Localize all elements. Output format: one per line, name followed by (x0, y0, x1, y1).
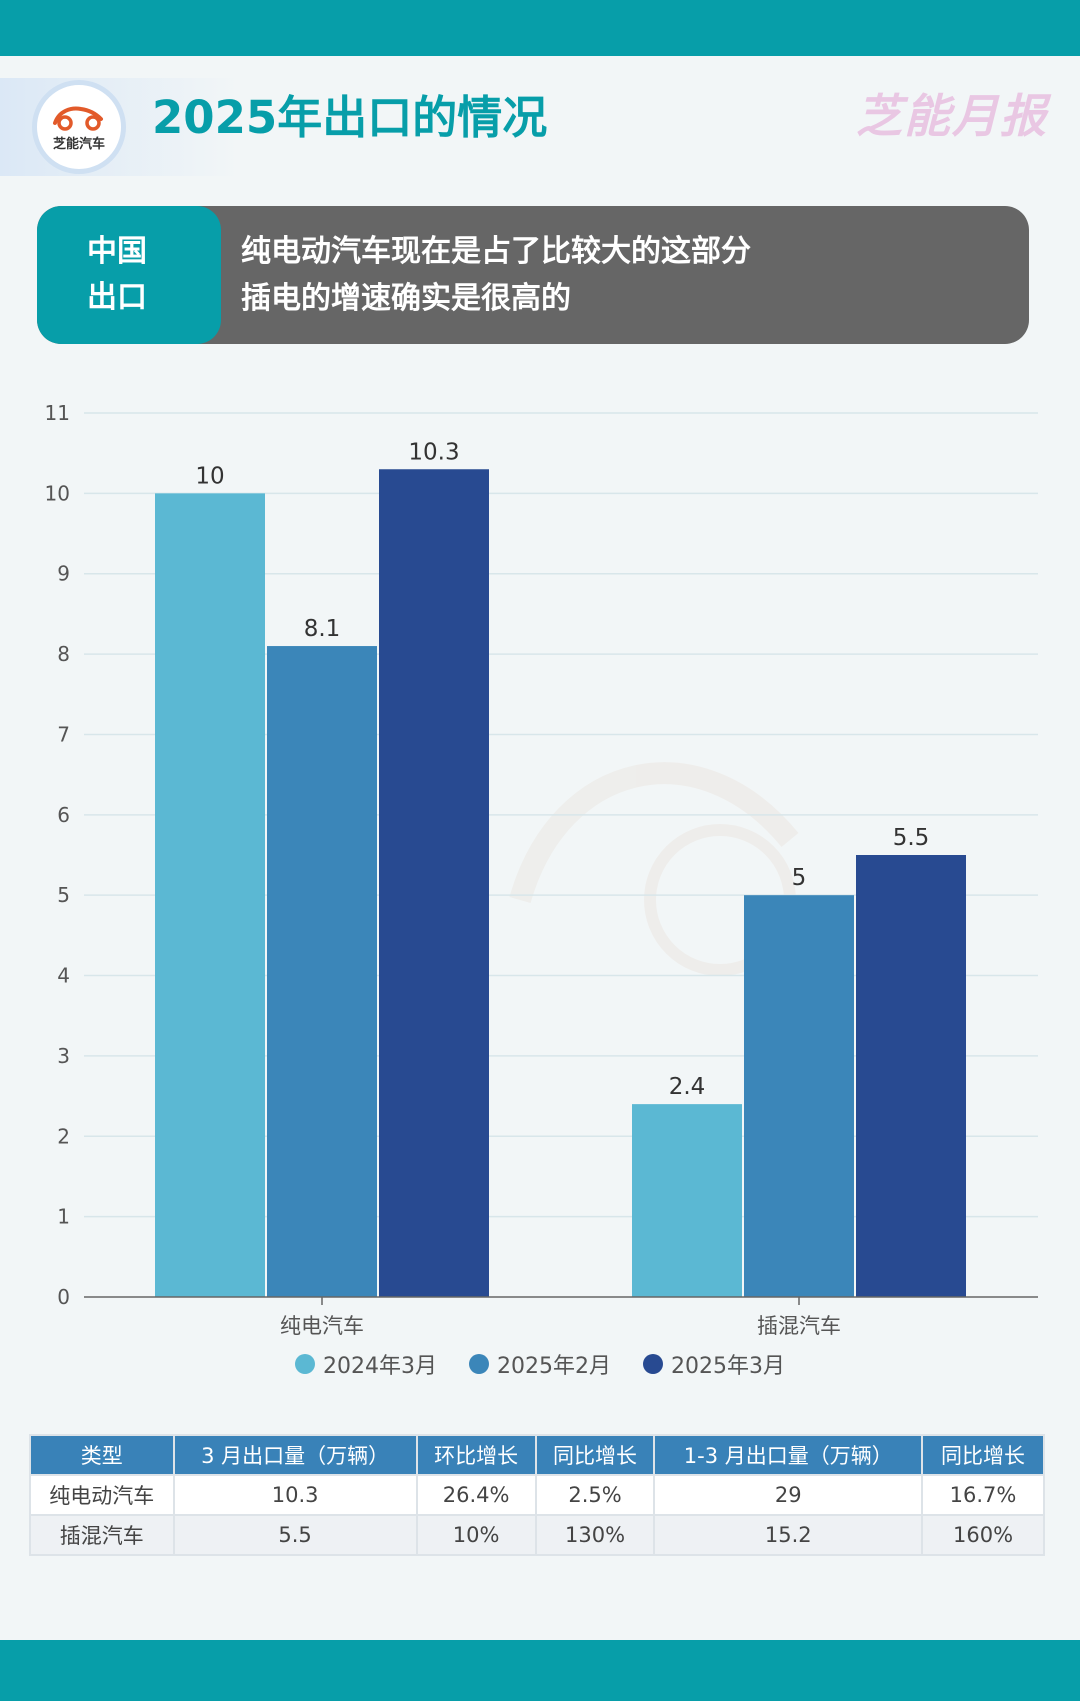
y-tick-label: 4 (57, 964, 70, 988)
table-cell: 130% (534, 1514, 656, 1556)
page-title: 2025年出口的情况 (152, 91, 548, 144)
bar-chart: 0 1 2 3 4 5 6 7 8 9 10 11 10 8.1 10.3 2.4 5 5.5 纯电汽车 插混汽车 (45, 401, 1038, 1338)
bar-value-label: 2.4 (669, 1074, 706, 1100)
table-cell: 纯电动汽车 (29, 1474, 175, 1516)
y-tick-label: 10 (45, 481, 70, 505)
table-header-cell: 3 月出口量（万辆） (172, 1434, 418, 1476)
legend-swatch (295, 1354, 315, 1374)
bottom-bar (0, 1640, 1080, 1701)
table-cell: 插混汽车 (29, 1514, 175, 1556)
table-header-cell: 同比增长 (534, 1434, 656, 1476)
legend-item: 2025年3月 (643, 1348, 785, 1380)
bar-value-label: 10 (195, 463, 224, 489)
table-cell: 16.7% (921, 1474, 1045, 1516)
bar-value-label: 5.5 (893, 825, 930, 851)
y-axis: 0 1 2 3 4 5 6 7 8 9 10 11 (45, 401, 70, 1309)
y-tick-label: 3 (57, 1044, 70, 1068)
banner-line1: 纯电动汽车现在是占了比较大的这部分 (241, 234, 751, 269)
table-cell: 29 (653, 1474, 924, 1516)
legend-swatch (469, 1354, 489, 1374)
legend-item: 2025年2月 (469, 1348, 611, 1380)
banner-tag: 中国 出口 (37, 206, 221, 344)
y-tick-label: 7 (57, 722, 70, 746)
bar (155, 493, 265, 1297)
legend-item: 2024年3月 (295, 1348, 437, 1380)
table-row: 插混汽车 5.5 10% 130% 15.2 160% (29, 1514, 1045, 1556)
brand-wordmark: 芝能月报 (856, 89, 1048, 143)
legend-label: 2024年3月 (323, 1354, 437, 1379)
table-cell: 10.3 (172, 1474, 418, 1516)
y-tick-label: 11 (45, 401, 70, 425)
y-tick-label: 2 (57, 1124, 70, 1148)
y-tick-label: 0 (57, 1285, 70, 1309)
summary-banner: 中国 出口 纯电动汽车现在是占了比较大的这部分 插电的增速确实是很高的 (37, 206, 1029, 344)
table-cell: 10% (415, 1514, 537, 1556)
table-header-cell: 环比增长 (415, 1434, 537, 1476)
bar (632, 1104, 742, 1297)
table-cell: 15.2 (653, 1514, 924, 1556)
legend-label: 2025年3月 (671, 1354, 785, 1379)
legend: 2024年3月 2025年2月 2025年3月 (0, 1348, 1080, 1380)
bar-value-label: 8.1 (304, 616, 341, 642)
top-bar (0, 0, 1080, 56)
table-header-row: 类型 3 月出口量（万辆） 环比增长 同比增长 1-3 月出口量（万辆） 同比增长 (29, 1434, 1045, 1476)
y-tick-label: 6 (57, 803, 70, 827)
data-labels: 10 8.1 10.3 2.4 5 5.5 (195, 439, 929, 1100)
y-tick-label: 8 (57, 642, 70, 666)
bar-value-label: 10.3 (408, 439, 459, 465)
x-category-label: 插混汽车 (757, 1314, 841, 1338)
banner-tag-line1: 中国 (87, 234, 147, 269)
bars (155, 469, 966, 1298)
stats-table: 类型 3 月出口量（万辆） 环比增长 同比增长 1-3 月出口量（万辆） 同比增长 纯电动… (29, 1434, 1045, 1556)
legend-label: 2025年2月 (497, 1354, 611, 1379)
y-tick-label: 5 (57, 883, 70, 907)
table-header-cell: 同比增长 (921, 1434, 1045, 1476)
table-header-cell: 类型 (29, 1434, 175, 1476)
legend-swatch (643, 1354, 663, 1374)
bar (856, 855, 966, 1297)
bar (267, 646, 377, 1297)
logo-text: 芝能汽车 (52, 136, 105, 152)
x-axis: 纯电汽车 插混汽车 (84, 1296, 1038, 1338)
banner-text: 纯电动汽车现在是占了比较大的这部分 插电的增速确实是很高的 (221, 206, 1029, 344)
x-category-label: 纯电汽车 (280, 1314, 364, 1338)
table-header-cell: 1-3 月出口量（万辆） (653, 1434, 924, 1476)
logo: 芝能汽车 (32, 80, 126, 174)
table-cell: 5.5 (172, 1514, 418, 1556)
bar (744, 895, 854, 1297)
banner-line2: 插电的增速确实是很高的 (241, 281, 571, 316)
bar-value-label: 5 (792, 865, 807, 891)
table-row: 纯电动汽车 10.3 26.4% 2.5% 29 16.7% (29, 1474, 1045, 1516)
car-logo-icon (53, 106, 103, 131)
y-tick-label: 9 (57, 562, 70, 586)
y-tick-label: 1 (57, 1205, 70, 1229)
banner-tag-line2: 出口 (87, 280, 147, 315)
bar (379, 469, 489, 1298)
table-cell: 2.5% (534, 1474, 656, 1516)
table-cell: 160% (921, 1514, 1045, 1556)
table-cell: 26.4% (415, 1474, 537, 1516)
